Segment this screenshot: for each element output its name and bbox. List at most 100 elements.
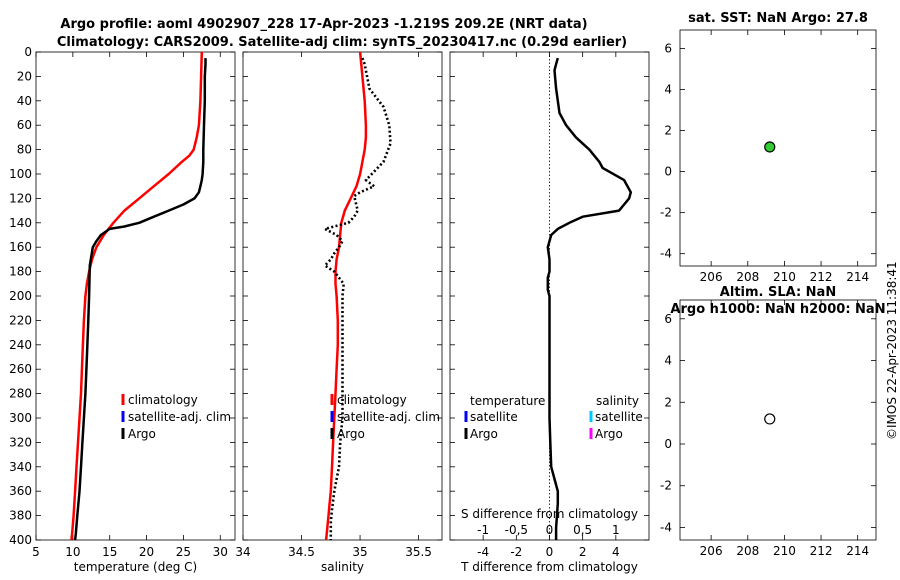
salinity-axes-box	[242, 51, 443, 541]
salinity-series-climatology	[324, 51, 368, 541]
sla-ytick-label: -2	[660, 479, 672, 493]
sst-axes-box	[679, 29, 877, 267]
difference-xlabel: T difference from climatology	[460, 560, 638, 574]
salinity-xlabel: salinity	[321, 560, 364, 574]
sla-xtick-label: 212	[810, 544, 833, 558]
sst-ytick-label: 0	[664, 165, 672, 179]
legend-satellite-adj-clim-label: satellite-adj. clim	[337, 410, 440, 424]
temperature-ytick-label: 140	[9, 216, 32, 230]
sla-ytick-label: 0	[664, 437, 672, 451]
temperature-ytick-label: 100	[9, 167, 32, 181]
sla-subtitle: Argo h1000: NaN h2000: NaN	[670, 302, 885, 317]
legend-argo-label: Argo	[337, 427, 365, 441]
difference-xtick-top-label: -0,5	[505, 523, 528, 537]
legend-s-argo-label: Argo	[595, 427, 623, 441]
difference-xtick-top-label: -1	[477, 523, 489, 537]
legend-s-satellite-label: satellite	[595, 410, 643, 424]
temperature-ytick-label: 380	[9, 509, 32, 523]
temperature-xtick-label: 25	[176, 545, 191, 559]
legend-argo-label: Argo	[128, 427, 156, 441]
sla-title: Altim. SLA: NaN	[720, 285, 836, 300]
difference-xtick-label: 0	[546, 545, 554, 559]
temperature-ytick-label: 60	[17, 118, 32, 132]
legend-climatology-label: climatology	[128, 393, 198, 407]
figure-title-line2: Climatology: CARS2009. Satellite-adj cli…	[57, 35, 627, 50]
legend-t-satellite-label: satellite	[470, 410, 518, 424]
temperature-ytick-label: 300	[9, 411, 32, 425]
temperature-ytick-label: 80	[17, 143, 32, 157]
temperature-series-argo	[73, 58, 207, 541]
sla-ytick-label: -4	[660, 520, 672, 534]
temperature-ytick-label: 200	[9, 289, 32, 303]
sla-ytick-label: 4	[664, 354, 672, 368]
temperature-xtick-label: 20	[139, 545, 154, 559]
sla-axes-box	[679, 299, 877, 541]
temperature-xtick-label: 5	[32, 545, 40, 559]
sst-xtick-label: 212	[810, 270, 833, 284]
salinity-series-argo	[323, 57, 392, 540]
sst-xtick-label: 210	[773, 270, 796, 284]
sst-xtick-label: 206	[700, 270, 723, 284]
sla-ytick-label: 6	[664, 312, 672, 326]
sla-xtick-label: 206	[700, 544, 723, 558]
temperature-xtick-label: 15	[102, 545, 117, 559]
difference-series-t-difference--argo---climatology-	[546, 57, 633, 540]
difference-xtick-label: -4	[477, 545, 489, 559]
difference-xtick-label: 4	[612, 545, 620, 559]
temperature-xlabel: temperature (deg C)	[74, 560, 197, 574]
credit-text: ©IMOS 22-Apr-2023 11:38:41	[885, 261, 899, 440]
difference-panel: -4 -2 0 2 4T difference from climatology S di…	[449, 51, 650, 574]
temperature-panel: 5 10 15 20 25 3002040608010012014016018020022…	[9, 45, 236, 574]
temperature-ytick-label: 240	[9, 338, 32, 352]
temperature-ytick-label: 20	[17, 69, 32, 83]
difference-xtick-label: 2	[579, 545, 587, 559]
temperature-ytick-label: 360	[9, 484, 32, 498]
sst-xtick-label: 208	[736, 270, 759, 284]
temperature-xtick-label: 30	[213, 545, 228, 559]
temperature-xtick-label: 10	[65, 545, 80, 559]
temperature-ytick-label: 280	[9, 387, 32, 401]
temperature-ytick-label: 400	[9, 533, 32, 547]
sst-xtick-label: 214	[846, 270, 869, 284]
sla-xtick-label: 210	[773, 544, 796, 558]
sla-point	[764, 413, 776, 425]
salinity-xtick-label: 34	[235, 545, 250, 559]
sla-ytick-label: 2	[664, 395, 672, 409]
sst-ytick-label: -2	[660, 206, 672, 220]
temperature-ytick-label: 120	[9, 191, 32, 205]
temperature-ytick-label: 0	[24, 45, 32, 59]
temperature-ytick-label: 220	[9, 313, 32, 327]
sla-panel: 206 208 210 212 214 -4 -2 0 2 4 6	[660, 299, 877, 558]
sla-xtick-label: 208	[736, 544, 759, 558]
temperature-series-climatology	[70, 51, 204, 541]
temperature-ytick-label: 340	[9, 460, 32, 474]
temperature-ytick-label: 320	[9, 435, 32, 449]
sst-title: sat. SST: NaN Argo: 27.8	[688, 11, 868, 26]
temperature-ytick-label: 40	[17, 94, 32, 108]
temperature-ytick-label: 160	[9, 240, 32, 254]
sst-ytick-label: -4	[660, 247, 672, 261]
sst-ytick-label: 6	[664, 41, 672, 55]
sst-ytick-label: 2	[664, 124, 672, 138]
legend-salinity-header: salinity	[596, 394, 639, 408]
difference-xtick-top-label: 0	[546, 523, 554, 537]
salinity-xtick-label: 34.5	[288, 545, 315, 559]
difference-xlabel-top: S difference from climatology	[461, 507, 638, 521]
sst-panel: 206 208 210 212 214 -4 -2 0 2 4 6	[660, 29, 877, 284]
sst-ytick-label: 4	[664, 83, 672, 97]
legend-t-argo-label: Argo	[470, 427, 498, 441]
difference-xtick-top-label: 1	[612, 523, 620, 537]
salinity-panel: 34 34.5 35 35.5 salinity climatology satellite…	[235, 51, 443, 574]
legend-satellite-adj-clim-label: satellite-adj. clim	[128, 410, 231, 424]
difference-xtick-top-label: 0,5	[573, 523, 592, 537]
legend-temperature-header: temperature	[470, 394, 545, 408]
salinity-xtick-label: 35.5	[405, 545, 432, 559]
salinity-xtick-label: 35	[352, 545, 367, 559]
sla-xtick-label: 214	[846, 544, 869, 558]
temperature-ytick-label: 260	[9, 362, 32, 376]
sst-point	[764, 141, 776, 153]
temperature-ytick-label: 180	[9, 265, 32, 279]
difference-xtick-label: -2	[510, 545, 522, 559]
legend-climatology-label: climatology	[337, 393, 407, 407]
